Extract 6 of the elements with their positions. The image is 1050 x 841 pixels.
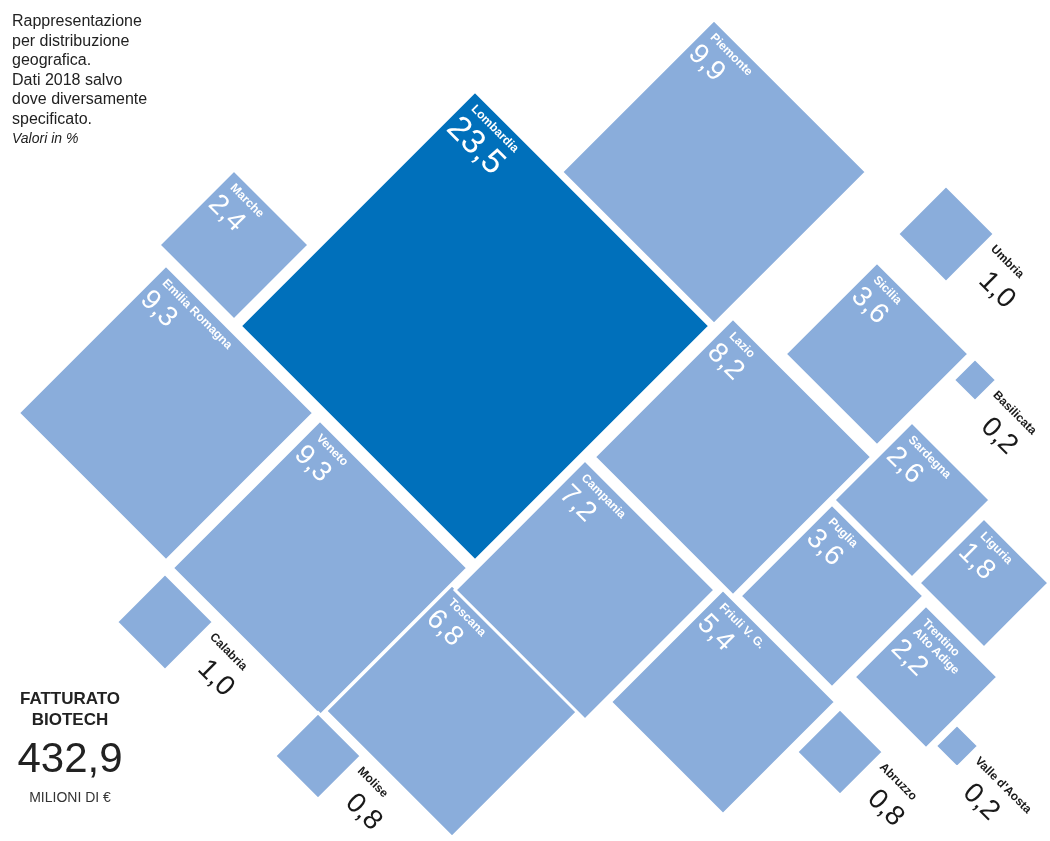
text: 432,9 bbox=[17, 734, 123, 781]
text: Valori in % bbox=[12, 130, 79, 146]
text: Rappresentazione per distribuzione geografica. bbox=[12, 12, 142, 68]
text: MILIONI DI € bbox=[29, 789, 112, 805]
text: Dati 2018 salvo dove diversamente specificato. bbox=[12, 70, 148, 127]
text: FATTURATO BIOTECH bbox=[19, 689, 121, 729]
